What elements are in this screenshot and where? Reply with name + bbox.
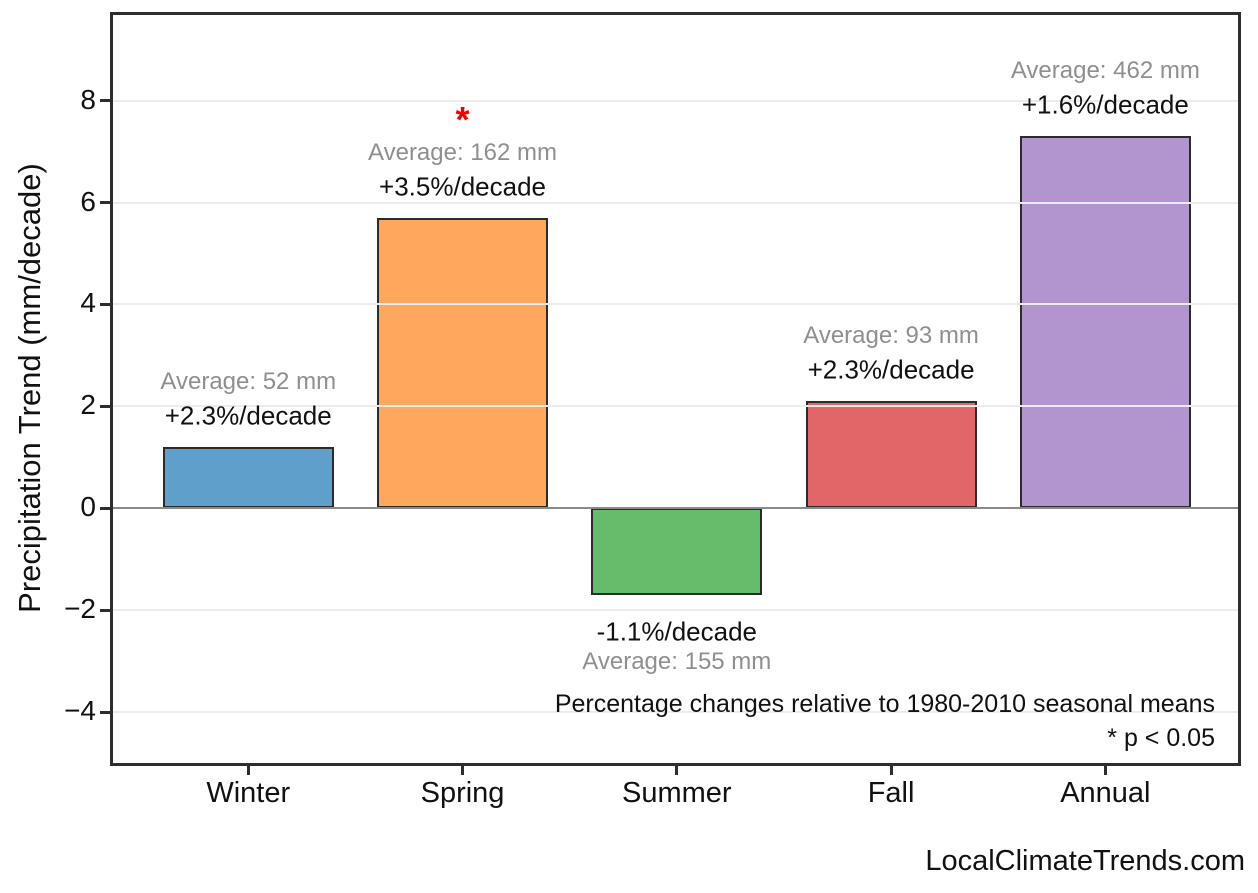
trend-label-spring: +3.5%/decade	[379, 171, 546, 202]
bar-spring	[376, 217, 549, 509]
y-tick-label: 0	[80, 491, 96, 523]
y-tick	[100, 506, 112, 510]
avg-label-winter: Average: 52 mm	[160, 368, 337, 396]
x-tick-label-fall: Fall	[867, 777, 915, 809]
y-tick	[100, 710, 112, 714]
caption-line-1: Percentage changes relative to 1980-2010…	[554, 690, 1215, 718]
x-tick-label-winter: Winter	[206, 777, 291, 809]
y-tick	[100, 201, 112, 205]
trend-label-summer: -1.1%/decade	[596, 616, 758, 647]
y-tick-label: 6	[80, 185, 96, 217]
y-tick-label: −2	[64, 593, 96, 625]
avg-label-summer: Average: 155 mm	[582, 647, 772, 675]
x-tick	[889, 763, 893, 775]
gridline	[112, 609, 1238, 612]
y-tick-label: 8	[80, 83, 96, 115]
x-tick-label-summer: Summer	[622, 777, 732, 809]
avg-label-annual: Average: 462 mm	[1010, 57, 1200, 85]
gridline	[112, 405, 1238, 408]
plot-area	[112, 14, 1238, 763]
bar-summer	[591, 508, 763, 595]
gridline	[112, 303, 1238, 306]
y-tick	[100, 608, 112, 612]
x-tick-label-annual: Annual	[1060, 777, 1151, 809]
y-tick-label: 2	[80, 389, 96, 421]
trend-label-winter: +2.3%/decade	[164, 400, 332, 431]
trend-label-annual: +1.6%/decade	[1021, 89, 1189, 120]
x-tick	[461, 763, 465, 775]
gridline	[112, 99, 1238, 102]
y-tick	[100, 302, 112, 306]
caption-line-2: * p < 0.05	[1107, 724, 1215, 752]
bar-fall	[805, 401, 977, 509]
trend-label-fall: +2.3%/decade	[807, 354, 975, 385]
avg-label-fall: Average: 93 mm	[803, 322, 979, 350]
gridline	[112, 201, 1238, 204]
y-axis-title: Precipitation Trend (mm/decade)	[12, 163, 47, 613]
gridline	[112, 711, 1238, 714]
zero-axis-line	[112, 507, 1238, 510]
watermark: LocalClimateTrends.com	[925, 845, 1245, 877]
avg-label-spring: Average: 162 mm	[368, 138, 558, 166]
y-tick-label: −4	[64, 695, 96, 727]
bar-annual	[1019, 136, 1191, 509]
x-tick	[675, 763, 679, 775]
bar-winter	[162, 447, 334, 509]
y-tick	[100, 404, 112, 408]
x-tick	[246, 763, 250, 775]
caption-block: Percentage changes relative to 1980-2010…	[555, 687, 1215, 755]
y-tick-label: 4	[80, 287, 96, 319]
x-tick-label-spring: Spring	[420, 777, 505, 809]
x-tick	[1103, 763, 1107, 775]
significance-star: *	[455, 98, 470, 140]
y-tick	[100, 99, 112, 103]
